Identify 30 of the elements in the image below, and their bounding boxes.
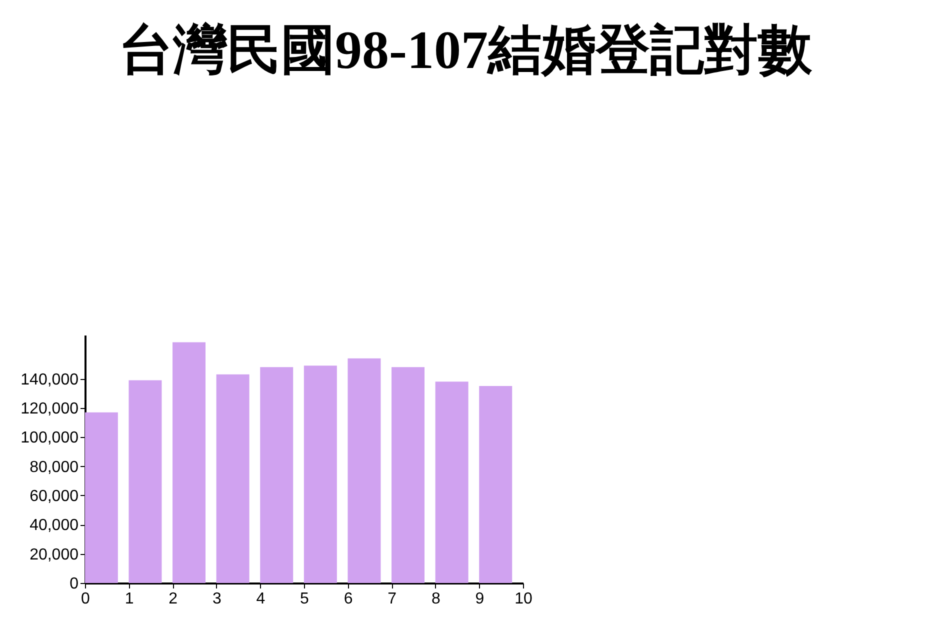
y-tick-label: 120,000 [20, 400, 79, 418]
y-tick-label: 40,000 [30, 517, 79, 534]
x-tick-label: 0 [81, 590, 90, 608]
bar [128, 380, 162, 583]
x-tick-label: 8 [431, 590, 440, 608]
x-tick-label: 4 [256, 590, 266, 608]
x-tick-label: 3 [212, 590, 222, 608]
bar [304, 366, 337, 583]
bar [260, 367, 294, 583]
bar [172, 342, 206, 583]
bar [392, 367, 425, 583]
x-tick-label: 5 [300, 590, 310, 608]
chart-title: 台灣民國98-107結婚登記對數 [118, 19, 813, 82]
x-tick-label: 10 [514, 590, 532, 608]
x-tick-label: 6 [344, 590, 353, 608]
x-tick-label: 1 [124, 590, 134, 608]
y-tick-label: 140,000 [20, 371, 79, 388]
x-tick-label: 9 [475, 590, 484, 608]
bar [84, 412, 118, 583]
bar [479, 386, 512, 583]
x-tick-label: 2 [168, 590, 178, 608]
y-tick-label: 100,000 [20, 430, 79, 447]
y-tick-label: 0 [70, 576, 79, 592]
x-tick-label: 7 [388, 590, 397, 608]
bar [216, 374, 250, 583]
y-tick-label: 80,000 [30, 458, 79, 476]
y-tick-label: 60,000 [30, 488, 79, 505]
bar [435, 382, 468, 583]
y-tick-label: 20,000 [30, 546, 79, 564]
bar [348, 358, 381, 583]
